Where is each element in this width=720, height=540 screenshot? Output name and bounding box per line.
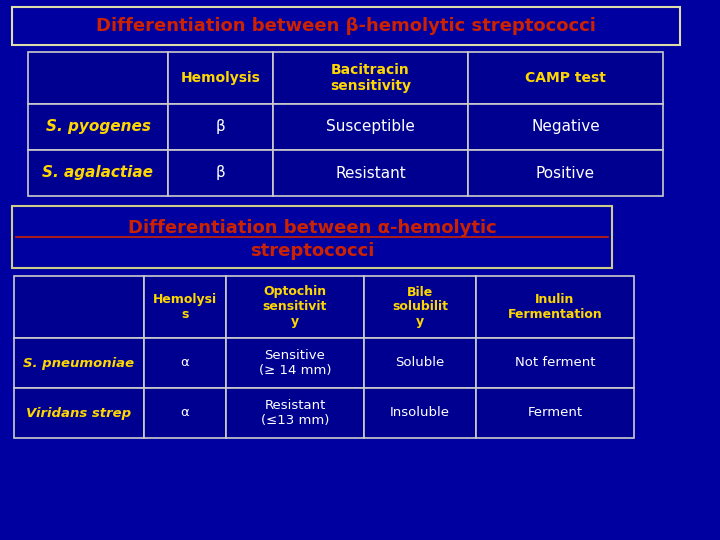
- Text: Negative: Negative: [531, 119, 600, 134]
- Text: Hemolysi
s: Hemolysi s: [153, 293, 217, 321]
- Text: Bacitracin
sensitivity: Bacitracin sensitivity: [330, 63, 411, 93]
- FancyBboxPatch shape: [364, 276, 476, 338]
- FancyBboxPatch shape: [28, 104, 168, 150]
- Text: Susceptible: Susceptible: [326, 119, 415, 134]
- Text: Resistant: Resistant: [335, 165, 406, 180]
- FancyBboxPatch shape: [226, 388, 364, 438]
- FancyBboxPatch shape: [28, 52, 168, 104]
- Text: S. pyogenes: S. pyogenes: [45, 119, 150, 134]
- FancyBboxPatch shape: [476, 276, 634, 338]
- FancyBboxPatch shape: [168, 52, 273, 104]
- FancyBboxPatch shape: [14, 276, 144, 338]
- FancyBboxPatch shape: [226, 276, 364, 338]
- Text: Differentiation between α-hemolytic: Differentiation between α-hemolytic: [127, 219, 496, 237]
- FancyBboxPatch shape: [168, 104, 273, 150]
- FancyBboxPatch shape: [468, 52, 663, 104]
- Text: streptococci: streptococci: [250, 241, 374, 260]
- Text: S. agalactiae: S. agalactiae: [42, 165, 153, 180]
- FancyBboxPatch shape: [273, 104, 468, 150]
- Text: S. pneumoniae: S. pneumoniae: [24, 356, 135, 369]
- Text: Differentiation between β-hemolytic streptococci: Differentiation between β-hemolytic stre…: [96, 17, 596, 35]
- Text: Viridans strep: Viridans strep: [27, 407, 132, 420]
- FancyBboxPatch shape: [12, 7, 680, 45]
- FancyBboxPatch shape: [364, 388, 476, 438]
- Text: CAMP test: CAMP test: [525, 71, 606, 85]
- Text: Bile
solubilit
y: Bile solubilit y: [392, 286, 448, 328]
- FancyBboxPatch shape: [144, 388, 226, 438]
- Text: Positive: Positive: [536, 165, 595, 180]
- FancyBboxPatch shape: [226, 338, 364, 388]
- Text: Resistant
(≤13 mm): Resistant (≤13 mm): [261, 399, 329, 427]
- Text: Not ferment: Not ferment: [515, 356, 595, 369]
- FancyBboxPatch shape: [144, 338, 226, 388]
- Text: Insoluble: Insoluble: [390, 407, 450, 420]
- FancyBboxPatch shape: [468, 150, 663, 196]
- FancyBboxPatch shape: [273, 150, 468, 196]
- Text: α: α: [181, 356, 189, 369]
- Text: Inulin
Fermentation: Inulin Fermentation: [508, 293, 603, 321]
- Text: Ferment: Ferment: [528, 407, 582, 420]
- FancyBboxPatch shape: [14, 338, 144, 388]
- Text: β: β: [215, 119, 225, 134]
- Text: β: β: [215, 165, 225, 180]
- FancyBboxPatch shape: [12, 206, 612, 268]
- Text: Soluble: Soluble: [395, 356, 445, 369]
- FancyBboxPatch shape: [273, 52, 468, 104]
- FancyBboxPatch shape: [168, 150, 273, 196]
- Text: Hemolysis: Hemolysis: [181, 71, 261, 85]
- FancyBboxPatch shape: [144, 276, 226, 338]
- FancyBboxPatch shape: [364, 338, 476, 388]
- FancyBboxPatch shape: [468, 104, 663, 150]
- FancyBboxPatch shape: [28, 150, 168, 196]
- FancyBboxPatch shape: [476, 338, 634, 388]
- Text: Sensitive
(≥ 14 mm): Sensitive (≥ 14 mm): [258, 349, 331, 377]
- FancyBboxPatch shape: [14, 388, 144, 438]
- Text: Optochin
sensitivit
y: Optochin sensitivit y: [263, 286, 327, 328]
- Text: α: α: [181, 407, 189, 420]
- FancyBboxPatch shape: [476, 388, 634, 438]
